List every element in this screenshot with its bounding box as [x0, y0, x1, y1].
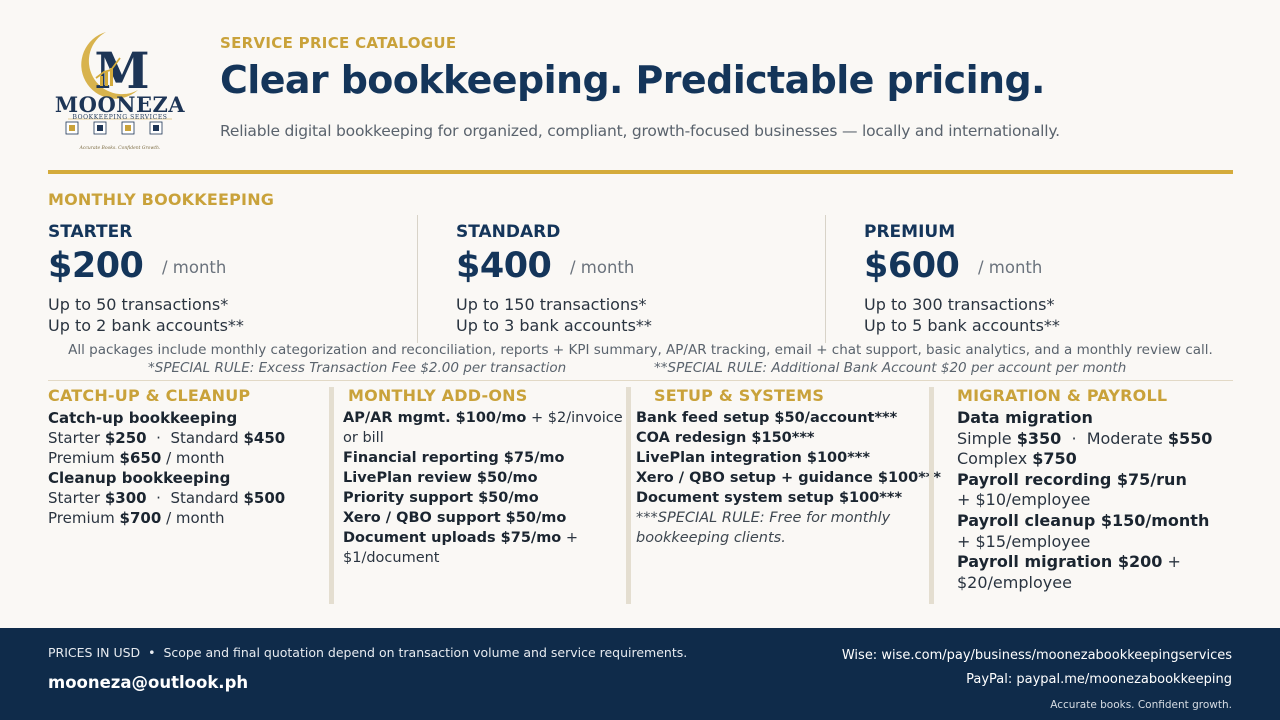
header-divider — [48, 170, 1233, 174]
cleanup-premium-price: Premium $700 / month — [48, 509, 225, 527]
setup-item: Bank feed setup $50/account*** — [636, 410, 898, 426]
catchup-starter-standard-prices: Starter $250 · Standard $450 — [48, 429, 286, 447]
tier-name: STARTER — [48, 222, 133, 242]
prices-in-usd-label: PRICES IN USD — [48, 645, 141, 660]
catchup-premium-price: Premium $650 / month — [48, 449, 225, 467]
catchup-title: Catch-up bookkeeping — [48, 409, 238, 427]
column-divider — [626, 387, 631, 604]
tier-price: $600 — [864, 246, 960, 286]
tier-period: / month — [570, 258, 635, 277]
logo-subtitle: BOOKKEEPING SERVICES — [72, 114, 168, 121]
tier-period: / month — [978, 258, 1043, 277]
column-divider — [929, 387, 934, 604]
monthly-addons-heading: MONTHLY ADD-ONS — [348, 386, 528, 405]
tier-starter: STARTER $200 / month Up to 50 transactio… — [48, 222, 388, 336]
logo-name: MOONEZA — [54, 92, 186, 117]
tier-name: STANDARD — [456, 222, 561, 242]
cleanup-title: Cleanup bookkeeping — [48, 469, 231, 487]
data-migration-title: Data migration — [957, 408, 1093, 427]
payroll-cleanup: Payroll cleanup $150/month — [957, 510, 1210, 530]
addon-item: Priority support $50/mo — [343, 490, 539, 506]
contact-email-link[interactable]: mooneza@outlook.ph — [48, 673, 249, 692]
logo-emblem-icon: M — [65, 32, 172, 135]
footer-disclaimer: PRICES IN USD • Scope and final quotatio… — [48, 645, 688, 660]
logo-tagline: Accurate Books. Confident Growth. — [79, 146, 161, 151]
tier-name: PREMIUM — [864, 222, 956, 242]
payroll-cleanup-extra: + $15/employee — [957, 531, 1091, 551]
cleanup-starter-standard-prices: Starter $300 · Standard $500 — [48, 489, 286, 507]
excess-transaction-rule: *SPECIAL RULE: Excess Transaction Fee $2… — [148, 360, 567, 376]
payroll-migration: Payroll migration $200 + — [957, 552, 1181, 572]
setup-item: Document system setup $100*** — [636, 490, 903, 506]
tier-divider — [825, 215, 826, 343]
page-subtitle: Reliable digital bookkeeping for organiz… — [220, 122, 1060, 140]
addon-document-uploads: Document uploads $75/mo + $1/document — [343, 530, 579, 566]
packages-include-note: All packages include monthly categorizat… — [68, 342, 1213, 358]
addons-column: AP/AR mgmt. $100/mo + $2/invoice or bill… — [343, 408, 623, 568]
tier-transactions: Up to 300 transactions* — [864, 295, 1055, 314]
tier-transactions: Up to 50 transactions* — [48, 295, 229, 314]
tier-price: $400 — [456, 246, 552, 286]
tier-divider — [417, 215, 418, 343]
additional-bank-account-rule: **SPECIAL RULE: Additional Bank Account … — [654, 360, 1127, 376]
tier-period: / month — [162, 258, 227, 277]
tier-premium: PREMIUM $600 / month Up to 300 transacti… — [864, 222, 1204, 336]
setup-column: Bank feed setup $50/account*** COA redes… — [636, 408, 941, 548]
addon-item: LivePlan review $50/mo — [343, 470, 538, 486]
catalogue-eyebrow: SERVICE PRICE CATALOGUE — [220, 34, 457, 52]
addon-item: Xero / QBO support $50/mo — [343, 510, 567, 526]
migration-simple-moderate-prices: Simple $350 · Moderate $550 — [957, 428, 1213, 448]
paypal-payment-link[interactable]: PayPal: paypal.me/moonezabookkeeping — [966, 672, 1232, 687]
migration-payroll-heading: MIGRATION & PAYROLL — [957, 386, 1168, 405]
setup-item: Xero / QBO setup + guidance $100*** — [636, 470, 941, 486]
page-title: Clear bookkeeping. Predictable pricing. — [220, 58, 1045, 102]
catchup-cleanup-heading: CATCH-UP & CLEANUP — [48, 386, 251, 405]
payroll-recording-extra: + $10/employee — [957, 490, 1091, 510]
migration-complex-price: Complex $750 — [957, 449, 1077, 469]
logo-monogram: M — [94, 41, 149, 100]
wise-payment-link[interactable]: Wise: wise.com/pay/business/moonezabookk… — [841, 648, 1232, 663]
addon-apar: AP/AR mgmt. $100/mo + $2/invoice or bill — [343, 410, 623, 446]
tier-bank-accounts: Up to 3 bank accounts** — [456, 316, 652, 335]
tier-transactions: Up to 150 transactions* — [456, 295, 647, 314]
logo-service-icons — [65, 121, 163, 135]
tier-bank-accounts: Up to 2 bank accounts** — [48, 316, 244, 335]
setup-special-rule: ***SPECIAL RULE: Free for monthly bookke… — [636, 510, 891, 546]
footer-tagline: Accurate books. Confident growth. — [1050, 699, 1232, 711]
section-divider — [48, 380, 1233, 381]
setup-item: COA redesign $150*** — [636, 430, 815, 446]
migration-column: Data migration Simple $350 · Moderate $5… — [957, 408, 1227, 593]
monthly-bookkeeping-heading: MONTHLY BOOKKEEPING — [48, 190, 275, 209]
tier-standard: STANDARD $400 / month Up to 150 transact… — [456, 222, 796, 336]
addon-item: Financial reporting $75/mo — [343, 450, 565, 466]
column-divider — [329, 387, 334, 604]
tier-bank-accounts: Up to 5 bank accounts** — [864, 316, 1060, 335]
payroll-migration-extra: $20/employee — [957, 572, 1072, 592]
footer: PRICES IN USD • Scope and final quotatio… — [0, 628, 1280, 720]
catchup-cleanup-column: Catch-up bookkeeping Starter $250 · Stan… — [48, 408, 318, 528]
tier-price: $200 — [48, 246, 144, 286]
setup-systems-heading: SETUP & SYSTEMS — [654, 386, 825, 405]
payroll-recording: Payroll recording $75/run — [957, 469, 1187, 489]
setup-item: LivePlan integration $100*** — [636, 450, 870, 466]
